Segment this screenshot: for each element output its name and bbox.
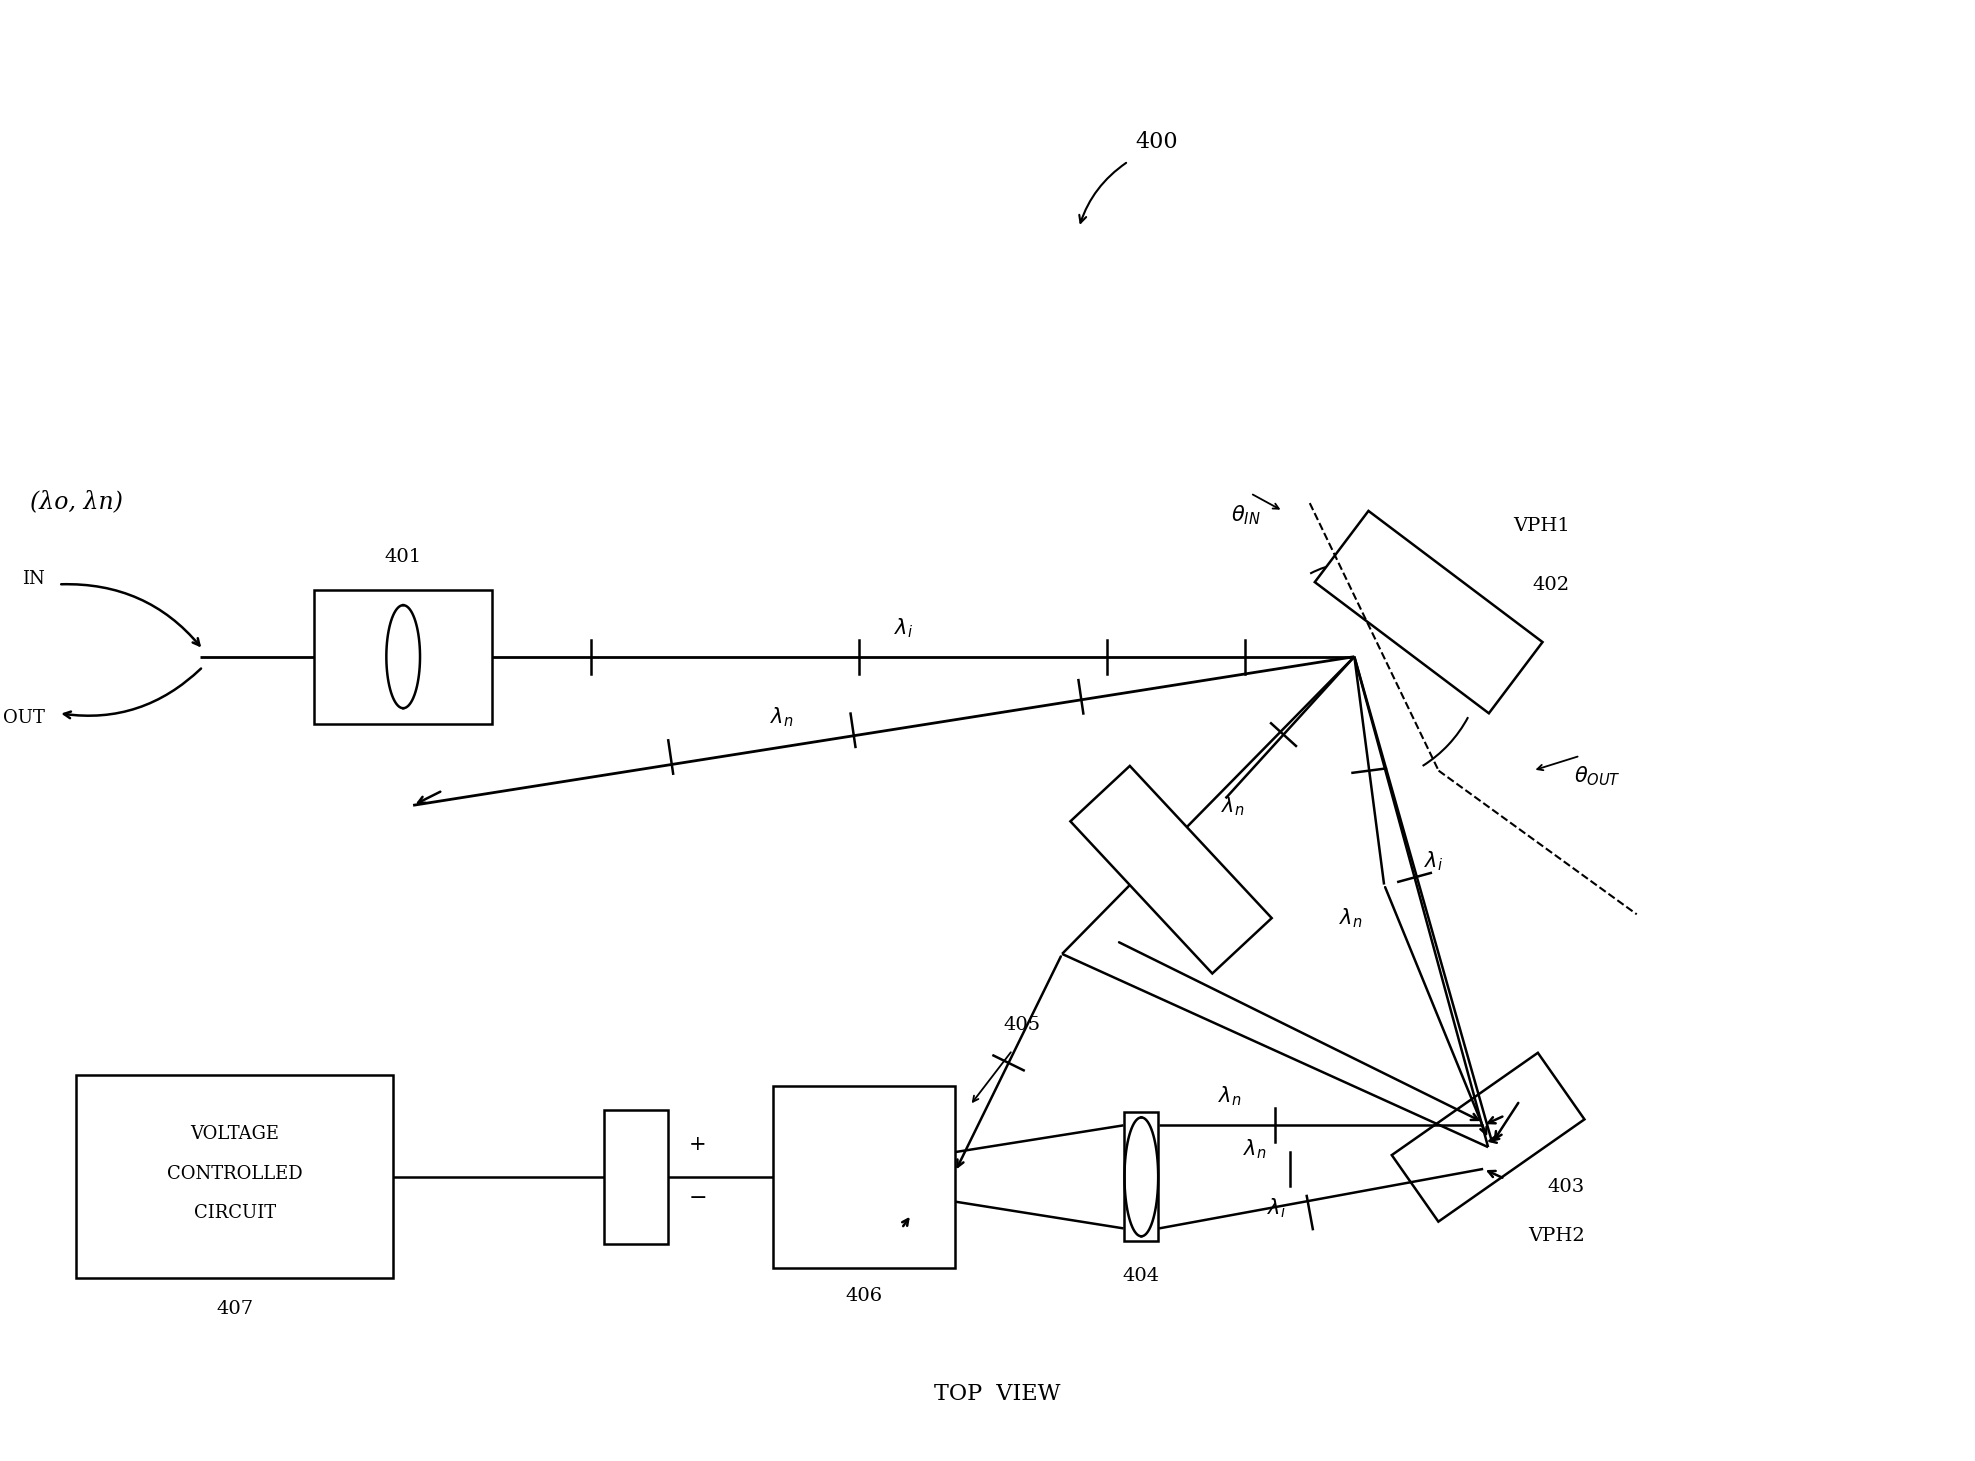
Bar — [1124, 1112, 1157, 1242]
Text: TOP  VIEW: TOP VIEW — [934, 1382, 1061, 1405]
Text: VPH1: VPH1 — [1513, 517, 1570, 535]
Text: $\lambda_n$: $\lambda_n$ — [1219, 1084, 1240, 1107]
Text: 400: 400 — [1136, 131, 1177, 153]
Text: CIRCUIT: CIRCUIT — [194, 1204, 276, 1223]
Text: $\lambda_i$: $\lambda_i$ — [1424, 850, 1444, 874]
Polygon shape — [1070, 766, 1272, 973]
Text: $\theta_{IN}$: $\theta_{IN}$ — [1230, 503, 1260, 526]
Bar — [772, 1086, 956, 1268]
Text: $\lambda_n$: $\lambda_n$ — [770, 706, 794, 729]
Text: −: − — [689, 1186, 707, 1208]
Text: 407: 407 — [215, 1300, 253, 1318]
Text: (λo, λn): (λo, λn) — [30, 489, 122, 513]
Text: IN: IN — [22, 570, 45, 589]
Text: CONTROLLED: CONTROLLED — [168, 1164, 302, 1183]
Text: 406: 406 — [845, 1287, 883, 1305]
Polygon shape — [1315, 511, 1542, 713]
Text: $\lambda_n$: $\lambda_n$ — [1244, 1137, 1266, 1160]
Text: VPH2: VPH2 — [1529, 1227, 1584, 1245]
Text: $\theta_{OUT}$: $\theta_{OUT}$ — [1574, 764, 1621, 787]
Text: $\lambda_n$: $\lambda_n$ — [1339, 906, 1363, 929]
Text: 401: 401 — [385, 548, 423, 565]
Text: 403: 403 — [1548, 1178, 1584, 1195]
Text: $\lambda_i$: $\lambda_i$ — [1268, 1197, 1286, 1220]
Text: $\lambda_i$: $\lambda_i$ — [893, 617, 912, 640]
Text: +: + — [689, 1135, 707, 1154]
Text: $\lambda_n$: $\lambda_n$ — [1221, 795, 1244, 818]
Text: OUT: OUT — [2, 709, 45, 728]
Bar — [77, 1075, 393, 1278]
Text: 404: 404 — [1122, 1267, 1159, 1284]
Text: 402: 402 — [1533, 576, 1570, 595]
Text: 405: 405 — [1003, 1017, 1041, 1034]
Text: VOLTAGE: VOLTAGE — [190, 1125, 278, 1143]
Bar — [604, 1110, 668, 1243]
Polygon shape — [1392, 1053, 1584, 1221]
Bar — [314, 590, 492, 723]
